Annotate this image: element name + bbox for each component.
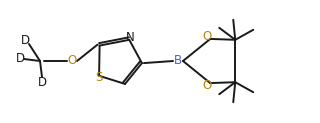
Text: D: D (20, 33, 29, 46)
Text: D: D (37, 76, 47, 89)
Text: N: N (126, 31, 135, 44)
Text: O: O (203, 30, 212, 43)
Text: D: D (15, 53, 25, 66)
Text: S: S (95, 71, 103, 84)
Text: B: B (174, 54, 182, 68)
Text: O: O (68, 54, 76, 68)
Text: O: O (203, 79, 212, 92)
